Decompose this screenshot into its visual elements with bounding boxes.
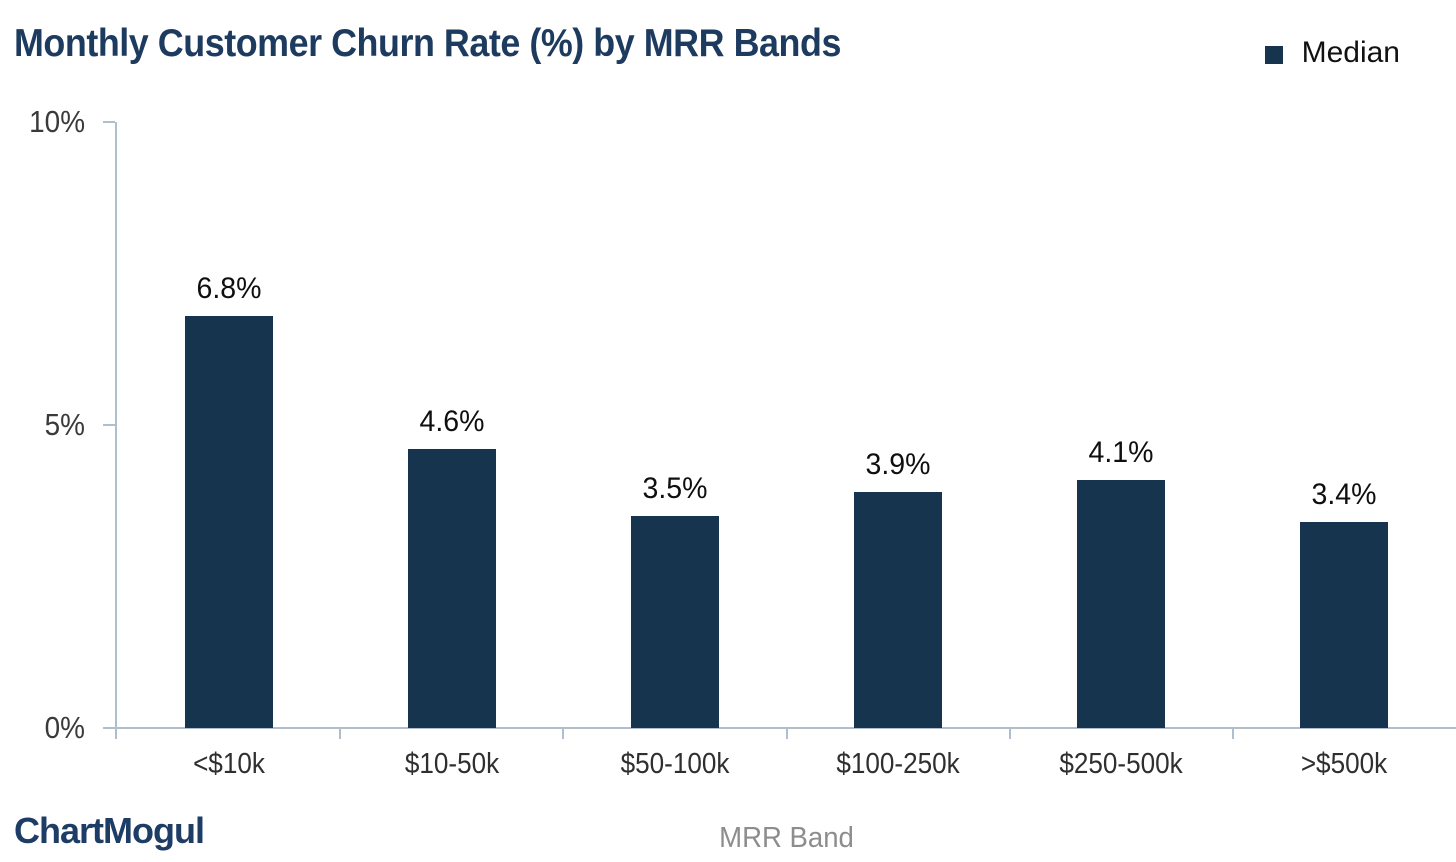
bar — [1077, 479, 1166, 728]
bar-value-label: 4.1% — [1088, 435, 1154, 469]
bar-value-label: 6.8% — [196, 271, 262, 305]
y-axis-tick — [103, 727, 115, 729]
x-axis-tick — [339, 728, 342, 739]
bar — [407, 449, 496, 728]
bar — [630, 515, 719, 728]
y-tick-label: 5% — [44, 407, 85, 442]
y-axis-tick — [103, 121, 115, 123]
x-category-label: >$500k — [1301, 748, 1388, 780]
bar — [184, 315, 273, 728]
x-axis-tick — [1008, 728, 1011, 739]
y-tick-label: 0% — [44, 710, 85, 745]
chart-title: Monthly Customer Churn Rate (%) by MRR B… — [14, 22, 841, 65]
bar-value-label: 3.5% — [642, 471, 708, 505]
x-axis-tick — [1231, 728, 1234, 739]
bar-value-label: 4.6% — [419, 405, 485, 439]
legend-swatch-icon — [1264, 45, 1283, 64]
legend: Median — [1264, 36, 1400, 70]
x-category-label: $10-50k — [404, 748, 499, 780]
chartmogul-logo: ChartMogul — [14, 810, 205, 851]
y-axis-line — [115, 122, 117, 739]
x-category-label: $250-500k — [1059, 748, 1183, 780]
bar-value-label: 3.4% — [1311, 477, 1377, 511]
x-axis-tick — [785, 728, 788, 739]
y-axis-tick — [103, 424, 115, 426]
bar — [854, 491, 943, 728]
legend-label: Median — [1301, 36, 1400, 69]
bar — [1300, 521, 1389, 728]
bar-value-label: 3.9% — [865, 447, 931, 481]
x-axis-tick — [562, 728, 565, 739]
x-category-label: $50-100k — [620, 748, 730, 780]
y-tick-label: 10% — [29, 104, 85, 139]
x-category-label: $100-250k — [836, 748, 960, 780]
x-axis-title: MRR Band — [719, 822, 854, 854]
x-category-label: <$10k — [192, 748, 265, 780]
